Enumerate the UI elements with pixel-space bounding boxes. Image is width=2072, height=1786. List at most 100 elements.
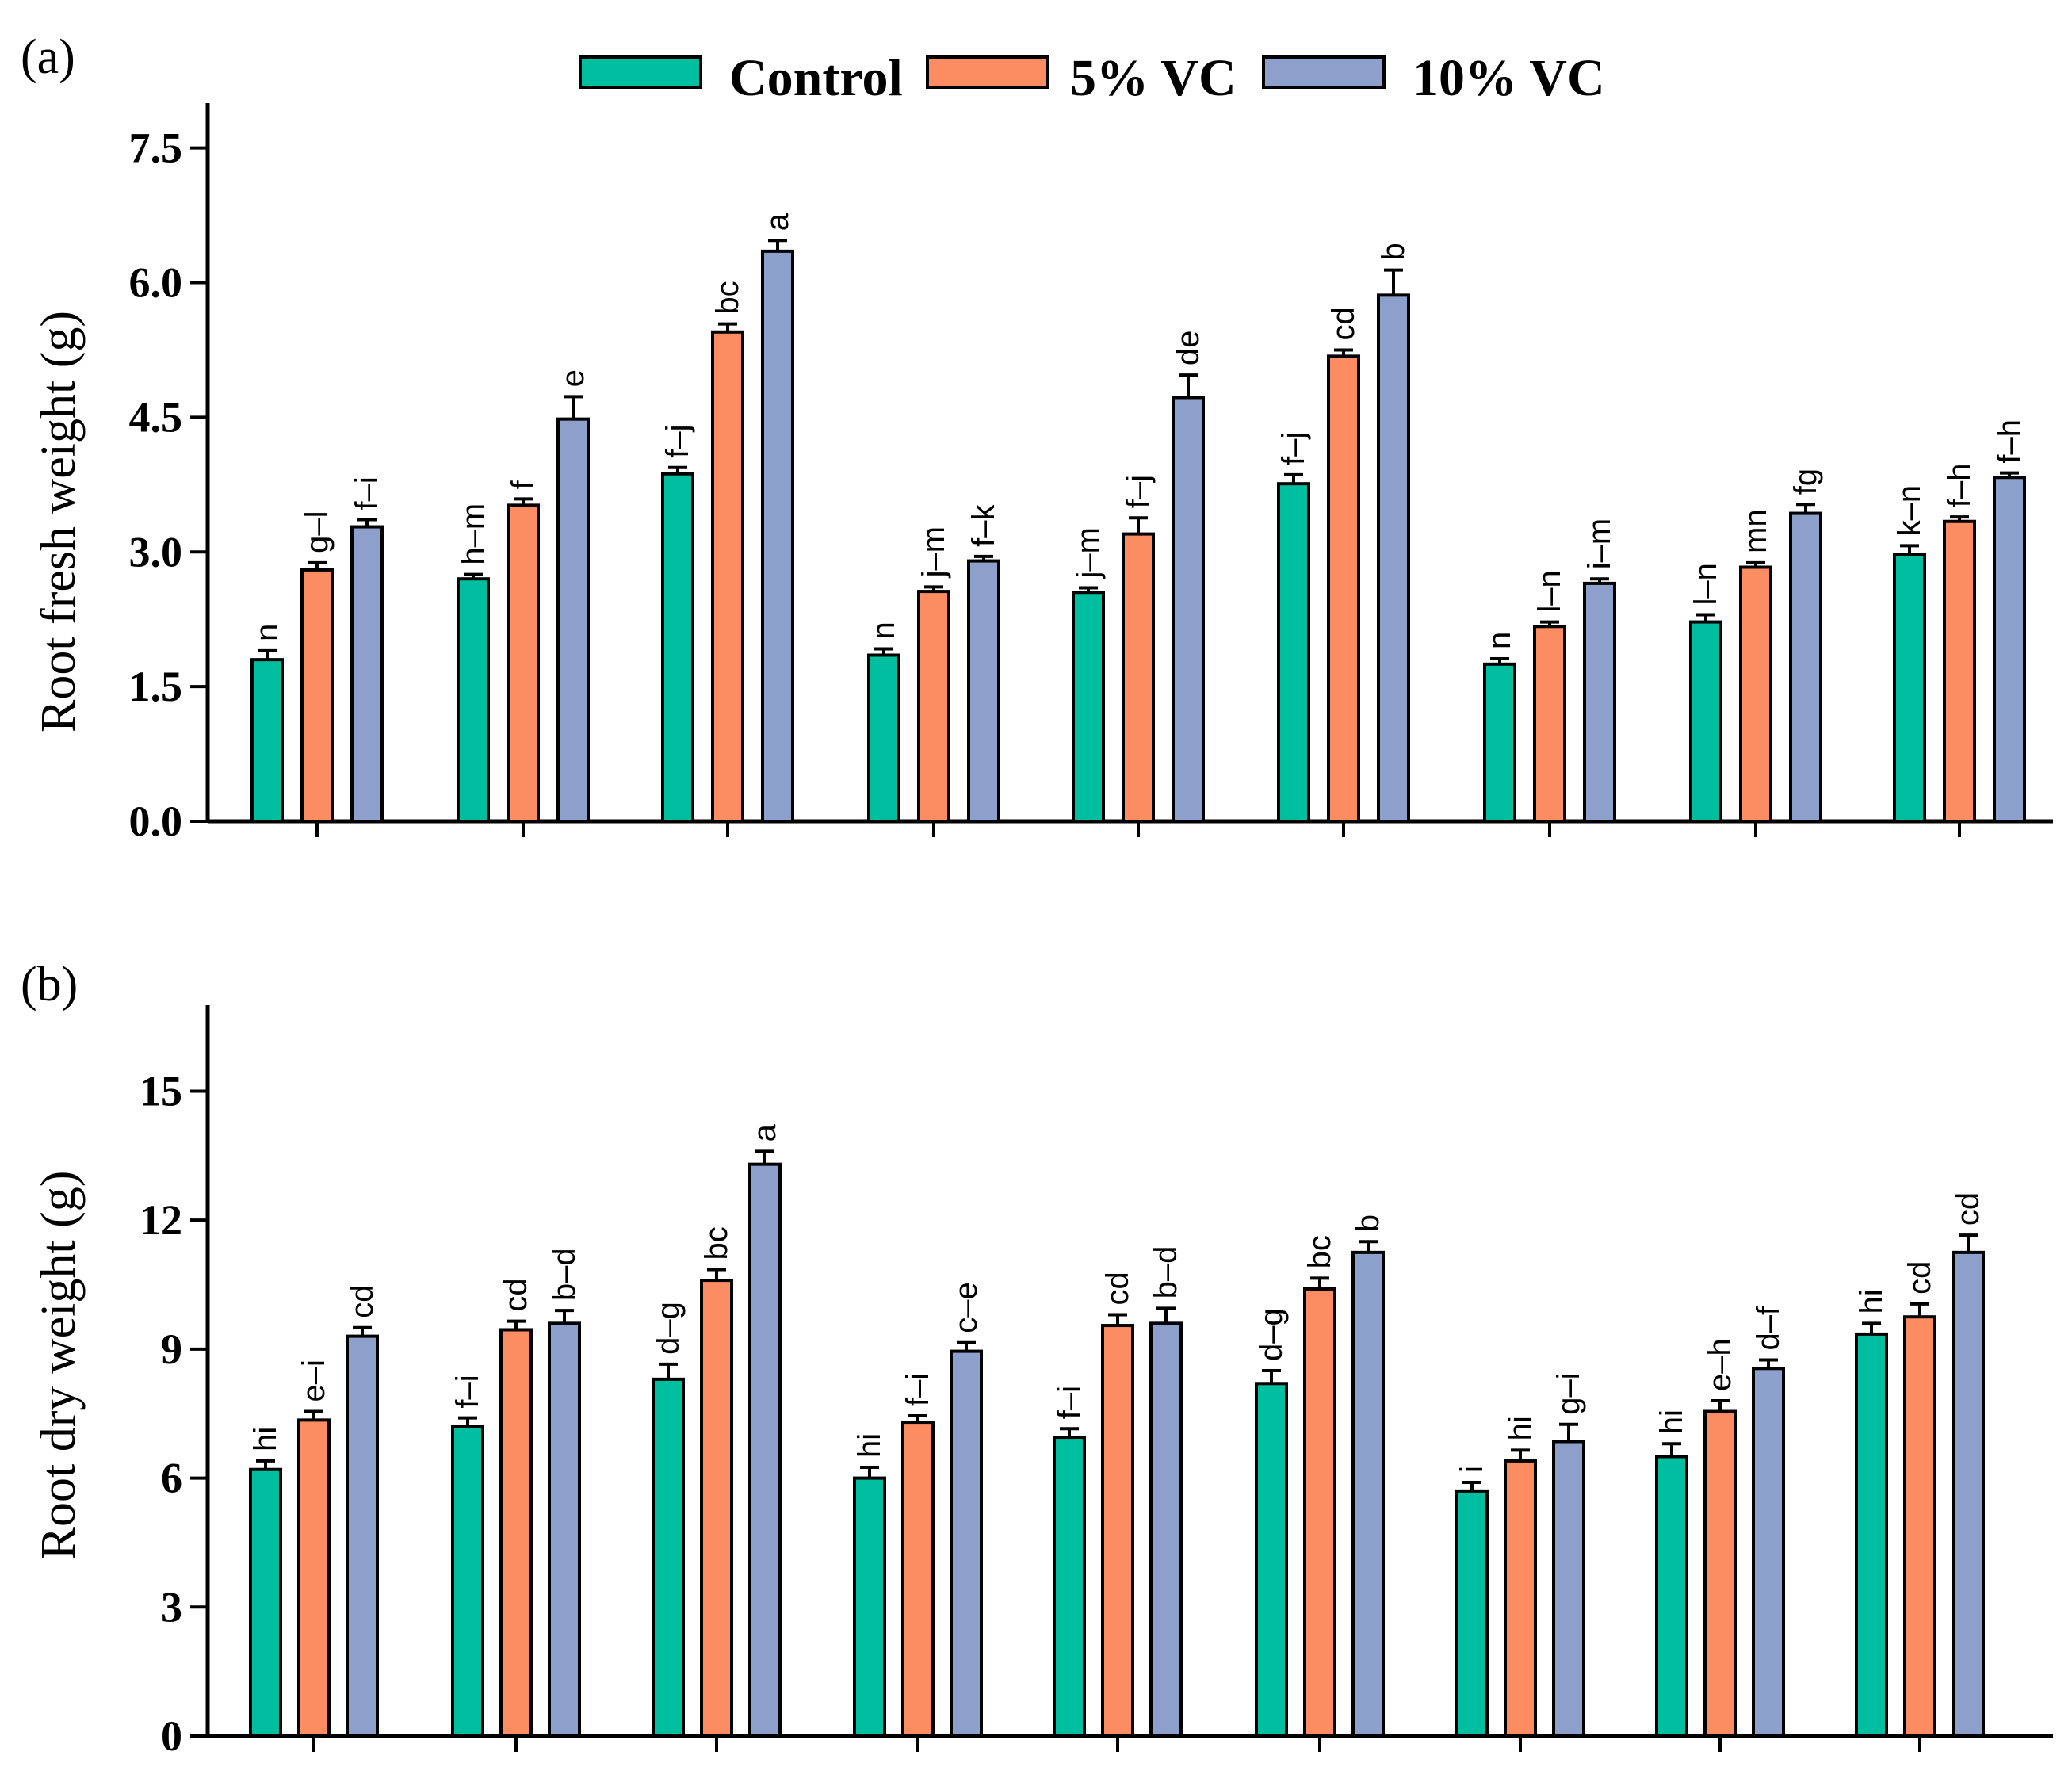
bar-control — [451, 1425, 484, 1738]
bar-10vc — [350, 525, 384, 823]
significance-letter-control: hi — [1854, 1289, 1889, 1314]
significance-letter-5vc: f — [506, 480, 541, 489]
bar-5vc — [297, 1418, 331, 1738]
bar-control — [457, 577, 490, 823]
significance-letter-5vc: f–h — [1942, 463, 1977, 507]
bar-control — [250, 658, 284, 824]
significance-letter-10vc: f–h — [1992, 419, 2027, 464]
significance-letter-5vc: hi — [1503, 1416, 1538, 1440]
significance-letter-10vc: e — [556, 369, 591, 387]
bar-10vc — [346, 1334, 379, 1738]
y-tick-label: 0.0 — [129, 797, 183, 845]
bar-5vc — [1101, 1324, 1134, 1738]
significance-letter-control: k–n — [1892, 485, 1927, 537]
bar-5vc — [507, 503, 540, 823]
significance-letter-5vc: cd — [1326, 307, 1361, 340]
bar-5vc — [1303, 1287, 1336, 1738]
bar-5vc — [1943, 519, 1976, 823]
y-tick-label: 3 — [161, 1583, 182, 1631]
bar-5vc — [1533, 625, 1566, 823]
significance-letter-control: n — [250, 624, 285, 641]
bar-control — [1053, 1436, 1086, 1738]
legend-label-5vc: 5% VC — [1070, 49, 1237, 107]
significance-letter-5vc: f–i — [900, 1373, 935, 1406]
y-tick-label: 3.0 — [129, 528, 183, 576]
bar-control — [1483, 662, 1516, 823]
bar-5vc — [300, 568, 334, 824]
panel-b-y-axis-label: Root dry weight (g) — [32, 1171, 86, 1560]
bar-5vc — [1504, 1459, 1537, 1738]
y-tick-label: 1.5 — [129, 663, 183, 710]
significance-letter-10vc: b–d — [547, 1248, 582, 1301]
bar-5vc — [901, 1421, 935, 1738]
panel-a-y-label-text: Root fresh weight (g) — [32, 311, 86, 732]
y-tick-label: 9 — [161, 1325, 182, 1373]
y-tick-label: 7.5 — [129, 124, 183, 172]
significance-letter-control: hi — [852, 1433, 887, 1458]
significance-letter-5vc: j–m — [916, 526, 951, 578]
bar-5vc — [711, 330, 744, 824]
bar-control — [1893, 553, 1926, 824]
panel-b-bars: hi f–i d–g hi f–i d–g i hi hi e–i cd bc f–i cd bc hi e–h… — [248, 1123, 1986, 1738]
significance-letter-control: d–g — [651, 1302, 686, 1355]
significance-letter-10vc: c–e — [949, 1282, 984, 1333]
significance-letter-5vc: e–i — [296, 1360, 331, 1402]
bar-5vc — [700, 1279, 733, 1738]
legend-label-10vc: 10% VC — [1413, 49, 1605, 107]
significance-letter-control: d–g — [1254, 1308, 1289, 1361]
bar-10vc — [1952, 1250, 1985, 1738]
bar-10vc — [1993, 476, 2026, 823]
bar-control — [1655, 1455, 1688, 1738]
significance-letter-5vc: cd — [499, 1278, 533, 1311]
y-tick-label: 6.0 — [129, 259, 183, 307]
bar-control — [1455, 1489, 1489, 1738]
significance-letter-5vc: cd — [1902, 1261, 1937, 1295]
significance-letter-10vc: cd — [345, 1285, 380, 1318]
significance-letter-5vc: bc — [1302, 1235, 1337, 1268]
bar-10vc — [1552, 1440, 1585, 1738]
bar-control — [1689, 620, 1722, 824]
legend-label-control: Control — [729, 49, 903, 107]
bar-5vc — [1739, 565, 1772, 823]
significance-letter-10vc: i–m — [1582, 518, 1617, 569]
significance-letter-10vc: a — [760, 212, 795, 231]
significance-letter-10vc: f–i — [350, 476, 384, 510]
bar-5vc — [917, 590, 950, 824]
significance-letter-5vc: f–j — [1121, 475, 1156, 508]
y-tick-label: 4.5 — [129, 393, 183, 441]
bar-control — [652, 1377, 685, 1738]
significance-letter-control: hi — [1654, 1409, 1689, 1434]
significance-letter-control: j–m — [1071, 527, 1106, 579]
bar-10vc — [1351, 1250, 1385, 1738]
y-tick-label: 12 — [140, 1196, 182, 1244]
significance-letter-5vc: bc — [710, 281, 745, 314]
bar-10vc — [556, 417, 590, 823]
bar-10vc — [1149, 1321, 1183, 1738]
bar-10vc — [761, 249, 794, 823]
panel-a-root-fresh-weight: Root fresh weight (g) 0.0 1.5 3.0 4.5 6.0 7.5… — [32, 103, 2053, 845]
panel-label-b: (b) — [21, 958, 78, 1012]
bar-10vc — [1172, 396, 1205, 823]
panel-b-root-dry-weight: Root dry weight (g) 0 3 6 9 12 15 hi f–i d–g hi f… — [32, 1005, 2053, 1760]
significance-letter-control: f–j — [1276, 432, 1311, 465]
legend-swatch-5vc — [926, 55, 1049, 89]
significance-letter-control: l–n — [1688, 563, 1723, 605]
significance-letter-10vc: de — [1171, 331, 1206, 366]
significance-letter-10vc: f–k — [966, 504, 1001, 547]
panel-a-bars: n h–m f–j n j–m f–j n l–n k–n g–l f bc j–m f–j cd l–n mn… — [250, 212, 2027, 824]
y-tick-label: 6 — [161, 1455, 182, 1502]
bar-control — [1255, 1382, 1288, 1738]
bar-5vc — [1903, 1315, 1936, 1738]
y-tick-label: 0 — [161, 1712, 182, 1760]
significance-letter-5vc: l–n — [1532, 570, 1567, 612]
bar-5vc — [1703, 1409, 1737, 1738]
bar-10vc — [548, 1321, 581, 1738]
significance-letter-5vc: e–h — [1703, 1338, 1737, 1391]
bar-control — [1855, 1332, 1888, 1738]
significance-letter-control: h–m — [456, 503, 491, 565]
significance-letter-5vc: cd — [1100, 1272, 1135, 1305]
bar-control — [853, 1476, 886, 1738]
bar-5vc — [1327, 354, 1360, 823]
significance-letter-10vc: a — [747, 1123, 782, 1142]
